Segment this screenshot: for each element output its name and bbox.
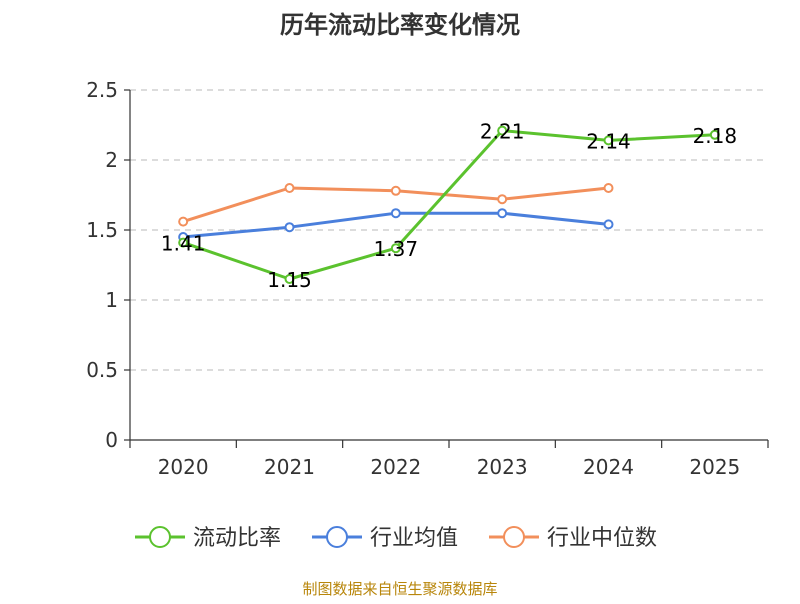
- axis-layer: 0 0.5 1 1.5 2 2.5 2020 2021 2022 2023 2024 2025: [86, 78, 769, 479]
- legend-swatch-marker: [149, 526, 171, 548]
- data-point[interactable]: [178, 216, 189, 227]
- x-tick-label: 2023: [477, 455, 528, 479]
- y-tick-label: 0: [105, 428, 118, 452]
- data-point[interactable]: [709, 129, 720, 140]
- legend-item-0[interactable]: 流动比率: [135, 526, 281, 551]
- y-tick-label: 2: [105, 148, 118, 172]
- data-label: 1.37: [374, 237, 419, 261]
- source-note: 制图数据来自恒生聚源数据库: [302, 580, 497, 598]
- data-point[interactable]: [497, 125, 508, 136]
- x-tick-label: 2021: [264, 455, 315, 479]
- y-tick-label: 1: [105, 288, 118, 312]
- grid-layer: [130, 89, 768, 371]
- series-layer: [178, 125, 720, 284]
- x-tick-label: 2024: [583, 455, 634, 479]
- series-line-0: [182, 129, 715, 281]
- data-label: 1.41: [161, 232, 206, 256]
- data-point[interactable]: [390, 185, 401, 196]
- data-point[interactable]: [603, 219, 614, 230]
- y-tick-label: 2.5: [86, 78, 118, 102]
- legend[interactable]: 流动比率 行业均值 行业中位数: [135, 526, 657, 551]
- data-point[interactable]: [497, 194, 508, 205]
- label-layer: 1.41 1.15 1.37 2.21 2.14 2.18: [161, 120, 737, 292]
- data-point[interactable]: [284, 183, 295, 193]
- data-point[interactable]: [390, 208, 401, 219]
- chart-title: 历年流动比率变化情况: [280, 11, 520, 39]
- data-label: 2.18: [693, 124, 738, 148]
- x-tick-label: 2025: [689, 455, 740, 479]
- data-label: 1.15: [267, 268, 312, 292]
- data-label: 2.14: [586, 129, 631, 153]
- legend-swatch-marker: [326, 526, 348, 548]
- data-point[interactable]: [284, 274, 295, 284]
- y-tick-label: 0.5: [86, 358, 118, 382]
- legend-label: 行业中位数: [547, 526, 657, 551]
- legend-item-1[interactable]: 行业均值: [312, 526, 458, 551]
- legend-label: 行业均值: [370, 526, 458, 551]
- legend-label: 流动比率: [193, 526, 281, 551]
- data-point[interactable]: [178, 237, 189, 248]
- y-tick-label: 1.5: [86, 218, 118, 242]
- data-label: 2.21: [480, 120, 525, 144]
- data-point[interactable]: [603, 183, 614, 193]
- data-point[interactable]: [497, 208, 508, 219]
- data-point[interactable]: [390, 243, 401, 254]
- x-tick-label: 2020: [158, 455, 209, 479]
- data-point[interactable]: [284, 222, 295, 233]
- legend-item-2[interactable]: 行业中位数: [489, 526, 657, 551]
- x-tick-label: 2022: [370, 455, 421, 479]
- legend-swatch-marker: [503, 526, 525, 548]
- data-point[interactable]: [603, 135, 614, 146]
